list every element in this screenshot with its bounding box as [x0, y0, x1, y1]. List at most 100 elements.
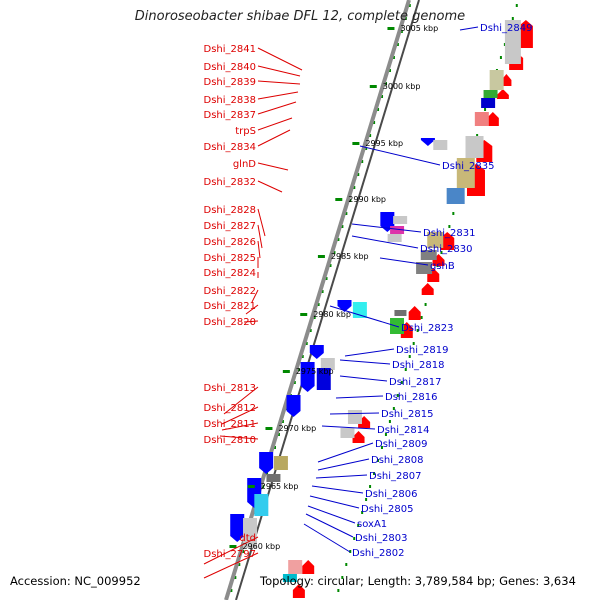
- forward-gene: [292, 584, 305, 598]
- forward-gene: [440, 232, 455, 250]
- ring-dot: [503, 43, 506, 46]
- forward-gene: [408, 306, 421, 320]
- context-gene: [465, 136, 484, 158]
- forward-gene: [501, 74, 512, 86]
- label-leader-lines: [203, 26, 479, 579]
- reverse-gene-label[interactable]: Dshi_2808: [371, 455, 423, 466]
- forward-leader-line: [257, 162, 289, 171]
- ring-dot: [416, 329, 419, 332]
- reverse-gene-label[interactable]: Dshi_2809: [375, 439, 427, 450]
- ring-dot: [396, 394, 399, 397]
- reverse-gene-label[interactable]: soxA1: [357, 519, 387, 530]
- ring-dot: [412, 342, 415, 345]
- reverse-gene-label[interactable]: Dshi_2814: [377, 425, 429, 436]
- ring-dot: [381, 95, 384, 98]
- forward-gene-label[interactable]: Dshi_2813: [204, 383, 256, 394]
- forward-gene-label[interactable]: Dshi_2838: [204, 95, 256, 106]
- reverse-gene-label[interactable]: Dshi_2805: [361, 504, 413, 515]
- reverse-gene: [230, 514, 245, 542]
- reverse-leader-line: [303, 523, 351, 553]
- forward-gene-label[interactable]: Dshi_2824: [204, 268, 256, 279]
- forward-gene-label[interactable]: Dshi_2828: [204, 205, 256, 216]
- forward-leader-line: [223, 386, 259, 415]
- forward-gene-label[interactable]: Dshi_2810: [204, 435, 256, 446]
- reverse-gene-label[interactable]: Dshi_2807: [369, 471, 421, 482]
- forward-gene-label[interactable]: trpS: [235, 126, 256, 137]
- reverse-gene-label[interactable]: gshB: [430, 261, 455, 272]
- context-gene: [393, 216, 408, 224]
- ring-dot: [396, 43, 399, 46]
- context-gene: [427, 232, 444, 248]
- context-gene: [347, 410, 362, 424]
- forward-leader-line: [257, 224, 263, 249]
- forward-gene-label[interactable]: Dshi_2827: [204, 221, 256, 232]
- reverse-gene-label[interactable]: Dshi_2816: [385, 392, 437, 403]
- ring-dot: [420, 316, 423, 319]
- reverse-leader-line: [359, 145, 441, 166]
- forward-gene: [302, 560, 315, 574]
- forward-leader-line: [219, 435, 259, 440]
- kbp-tick-mark: [387, 27, 395, 30]
- forward-gene-label[interactable]: Dshi_2834: [204, 142, 256, 153]
- reverse-gene-label[interactable]: Dshi_2815: [381, 409, 433, 420]
- kbp-tick-mark: [265, 427, 273, 430]
- reverse-gene-label[interactable]: Dshi_2817: [389, 377, 441, 388]
- reverse-gene-label[interactable]: Dshi_2849: [480, 23, 532, 34]
- forward-leader-line: [257, 101, 297, 115]
- reverse-leader-line: [459, 26, 479, 31]
- ring-dot: [345, 563, 348, 566]
- context-gene: [446, 188, 465, 204]
- forward-gene-label[interactable]: glnD: [233, 159, 256, 170]
- forward-gene-label[interactable]: Dshi_2820: [204, 317, 256, 328]
- ring-dot: [380, 446, 383, 449]
- ring-dot: [293, 381, 296, 384]
- reverse-gene-label[interactable]: Dshi_2831: [423, 228, 475, 239]
- forward-leader-line: [221, 422, 259, 431]
- reverse-gene-label[interactable]: Dshi_2823: [401, 323, 453, 334]
- forward-gene-label[interactable]: Dshi_2832: [204, 177, 256, 188]
- ring-dot: [377, 459, 380, 462]
- forward-gene-label[interactable]: Dshi_2797: [204, 549, 256, 560]
- kbp-tick-label: 2980 kbp: [313, 310, 351, 319]
- forward-gene-label[interactable]: Dshi_2839: [204, 77, 256, 88]
- forward-leader-line: [257, 117, 293, 131]
- context-gene: [254, 494, 269, 516]
- forward-leader-line: [257, 240, 261, 259]
- forward-gene-label[interactable]: Dshi_2837: [204, 110, 256, 121]
- reverse-leader-line: [329, 305, 400, 328]
- reverse-gene-label[interactable]: Dshi_2803: [355, 533, 407, 544]
- forward-gene-label[interactable]: Dshi_2826: [204, 237, 256, 248]
- reverse-gene-label[interactable]: Dshi_2806: [365, 489, 417, 500]
- ring-dot: [353, 537, 356, 540]
- kbp-tick-label: 2960 kbp: [242, 542, 280, 551]
- ring-dot: [476, 134, 479, 137]
- reverse-gene-label[interactable]: Dshi_2830: [420, 244, 472, 255]
- forward-gene: [421, 283, 434, 295]
- forward-gene-label[interactable]: Dshi_2811: [204, 419, 256, 430]
- forward-leader-line: [257, 91, 299, 100]
- forward-gene-label[interactable]: Dshi_2822: [204, 286, 256, 297]
- forward-gene-label[interactable]: Dshi_2841: [204, 44, 256, 55]
- forward-gene-label[interactable]: Dshi_2825: [204, 253, 256, 264]
- ring-dot: [373, 472, 376, 475]
- forward-leader-line: [203, 536, 259, 565]
- forward-gene-label[interactable]: Dshi_2840: [204, 62, 256, 73]
- ring-dot: [499, 56, 502, 59]
- ring-dot: [337, 589, 340, 592]
- context-gene: [483, 90, 498, 98]
- forward-leader-line: [221, 406, 259, 425]
- context-gene: [394, 310, 407, 316]
- reverse-gene-label[interactable]: Dshi_2835: [442, 161, 494, 172]
- ring-dot: [297, 368, 300, 371]
- context-gene: [390, 226, 405, 234]
- ring-dot: [400, 381, 403, 384]
- reverse-gene-label[interactable]: Dshi_2819: [396, 345, 448, 356]
- forward-gene-label[interactable]: Dshi_2821: [204, 301, 256, 312]
- reverse-gene-label[interactable]: Dshi_2802: [352, 548, 404, 559]
- reverse-gene-label[interactable]: Dshi_2818: [392, 360, 444, 371]
- ring-dot: [313, 316, 316, 319]
- forward-gene-label[interactable]: dtd: [239, 533, 256, 544]
- kbp-tick-mark: [282, 370, 290, 373]
- ring-dot: [234, 576, 237, 579]
- forward-gene-label[interactable]: Dshi_2812: [204, 403, 256, 414]
